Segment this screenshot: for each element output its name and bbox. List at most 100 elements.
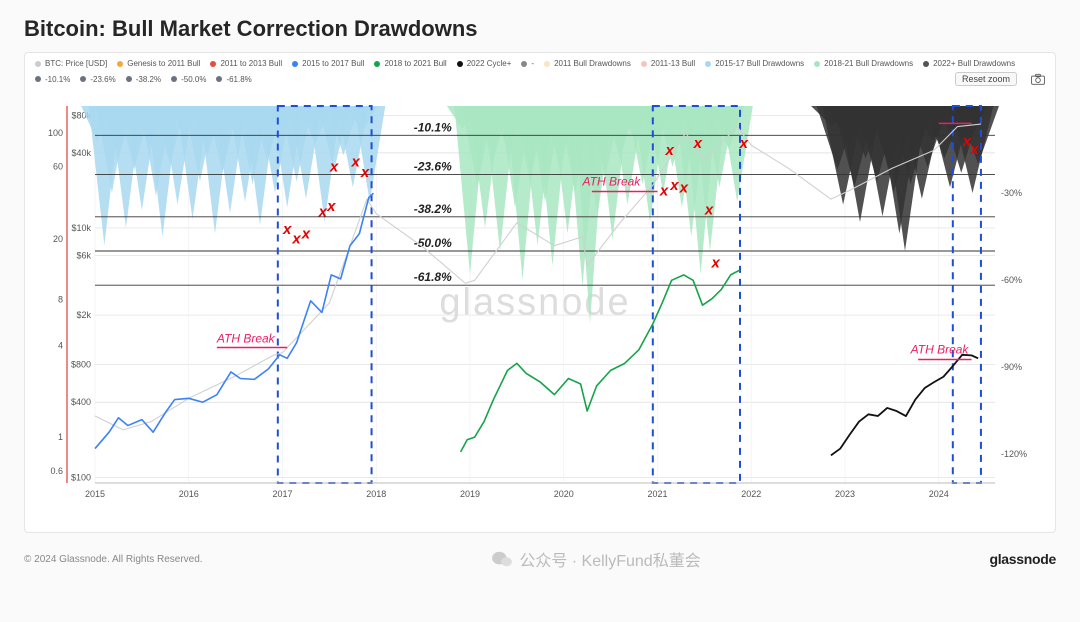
svg-text:-38.2%: -38.2%: [414, 202, 452, 216]
svg-text:$400: $400: [71, 397, 91, 407]
svg-text:-10.1%: -10.1%: [414, 120, 452, 134]
svg-text:20: 20: [53, 234, 63, 244]
legend-label: BTC: Price [USD]: [45, 59, 107, 68]
legend-dot: [292, 61, 298, 67]
legend-item[interactable]: -10.1%: [35, 75, 70, 84]
svg-text:8: 8: [58, 295, 63, 305]
legend-dot: [923, 61, 929, 67]
svg-text:x: x: [326, 198, 336, 215]
svg-text:x: x: [710, 254, 720, 271]
brand-logo: glassnode: [989, 551, 1056, 567]
svg-text:x: x: [669, 177, 679, 194]
legend-label: 2015 to 2017 Bull: [302, 59, 364, 68]
legend-dot: [521, 61, 527, 67]
svg-text:x: x: [282, 221, 292, 238]
legend-item[interactable]: 2018 to 2021 Bull: [374, 59, 446, 68]
svg-text:$6k: $6k: [76, 251, 91, 261]
svg-text:ATH Break: ATH Break: [910, 342, 970, 356]
svg-text:x: x: [704, 202, 714, 219]
svg-text:2023: 2023: [835, 489, 855, 499]
svg-text:x: x: [291, 231, 301, 248]
svg-text:x: x: [679, 180, 689, 197]
legend-item[interactable]: 2011 Bull Drawdowns: [544, 59, 631, 68]
legend-dot: [216, 76, 222, 82]
chart-legend: BTC: Price [USD] Genesis to 2011 Bull 2011…: [35, 59, 1045, 86]
legend-item[interactable]: BTC: Price [USD]: [35, 59, 107, 68]
legend-item[interactable]: -: [521, 59, 534, 68]
legend-dot: [457, 61, 463, 67]
legend-item[interactable]: -23.6%: [80, 75, 115, 84]
legend-item[interactable]: 2015-17 Bull Drawdowns: [705, 59, 804, 68]
svg-text:x: x: [329, 159, 339, 176]
svg-text:0.6: 0.6: [50, 466, 63, 476]
svg-text:$40k: $40k: [71, 148, 91, 158]
legend-label: -50.0%: [181, 75, 206, 84]
legend-dot: [544, 61, 550, 67]
legend-item[interactable]: 2018-21 Bull Drawdowns: [814, 59, 913, 68]
svg-text:-120%: -120%: [1001, 449, 1027, 459]
legend-dot: [210, 61, 216, 67]
wechat-tag: 公众号 · KellyFund私董会: [491, 547, 700, 571]
svg-text:2021: 2021: [647, 489, 667, 499]
legend-dot: [35, 61, 41, 67]
legend-dot: [374, 61, 380, 67]
legend-item[interactable]: -50.0%: [171, 75, 206, 84]
legend-label: 2011 Bull Drawdowns: [554, 59, 631, 68]
svg-text:-90%: -90%: [1001, 362, 1022, 372]
legend-dot: [126, 76, 132, 82]
svg-text:-30%: -30%: [1001, 188, 1022, 198]
legend-label: 2018 to 2021 Bull: [384, 59, 446, 68]
svg-text:x: x: [969, 141, 979, 158]
svg-text:x: x: [659, 182, 669, 199]
svg-text:$800: $800: [71, 360, 91, 370]
legend-label: Genesis to 2011 Bull: [127, 59, 200, 68]
camera-icon[interactable]: [1031, 73, 1045, 85]
svg-text:x: x: [693, 135, 703, 152]
legend-item[interactable]: -61.8%: [216, 75, 251, 84]
legend-item[interactable]: -38.2%: [126, 75, 161, 84]
wechat-icon: [491, 550, 513, 568]
svg-text:ATH Break: ATH Break: [216, 331, 276, 345]
chart-area: glassnode $100$400$800$2k$6k$10k$40k$80k…: [35, 88, 1035, 518]
legend-label: 2011-13 Bull: [651, 59, 695, 68]
legend-item[interactable]: 2011 to 2013 Bull: [210, 59, 282, 68]
legend-dot: [35, 76, 41, 82]
svg-text:2020: 2020: [554, 489, 574, 499]
svg-text:x: x: [665, 142, 675, 159]
legend-label: 2015-17 Bull Drawdowns: [715, 59, 804, 68]
svg-text:x: x: [739, 135, 749, 152]
page-title: Bitcoin: Bull Market Correction Drawdown…: [24, 16, 1056, 42]
svg-text:2024: 2024: [929, 489, 949, 499]
legend-dot: [117, 61, 123, 67]
legend-item[interactable]: 2015 to 2017 Bull: [292, 59, 364, 68]
legend-dot: [814, 61, 820, 67]
svg-text:$10k: $10k: [71, 223, 91, 233]
svg-text:-61.8%: -61.8%: [414, 270, 452, 284]
svg-text:60: 60: [53, 162, 63, 172]
svg-text:2017: 2017: [272, 489, 292, 499]
svg-text:4: 4: [58, 341, 63, 351]
reset-zoom-button[interactable]: Reset zoom: [955, 72, 1017, 86]
legend-dot: [171, 76, 177, 82]
svg-text:x: x: [301, 226, 311, 243]
svg-text:1: 1: [58, 432, 63, 442]
legend-item[interactable]: 2011-13 Bull: [641, 59, 695, 68]
legend-label: -38.2%: [136, 75, 161, 84]
legend-label: 2022 Cycle+: [467, 59, 512, 68]
svg-text:2015: 2015: [85, 489, 105, 499]
chart-card: BTC: Price [USD] Genesis to 2011 Bull 2011…: [24, 52, 1056, 533]
legend-item[interactable]: Genesis to 2011 Bull: [117, 59, 200, 68]
svg-text:x: x: [350, 154, 360, 171]
svg-text:2022: 2022: [741, 489, 761, 499]
svg-text:ATH Break: ATH Break: [582, 174, 642, 188]
legend-dot: [80, 76, 86, 82]
svg-text:-50.0%: -50.0%: [414, 236, 452, 250]
svg-text:$100: $100: [71, 472, 91, 482]
legend-label: -23.6%: [90, 75, 115, 84]
legend-item[interactable]: 2022+ Bull Drawdowns: [923, 59, 1015, 68]
svg-text:-60%: -60%: [1001, 275, 1022, 285]
legend-item[interactable]: 2022 Cycle+: [457, 59, 512, 68]
svg-text:-23.6%: -23.6%: [414, 159, 452, 173]
svg-text:x: x: [360, 164, 370, 181]
svg-text:2019: 2019: [460, 489, 480, 499]
